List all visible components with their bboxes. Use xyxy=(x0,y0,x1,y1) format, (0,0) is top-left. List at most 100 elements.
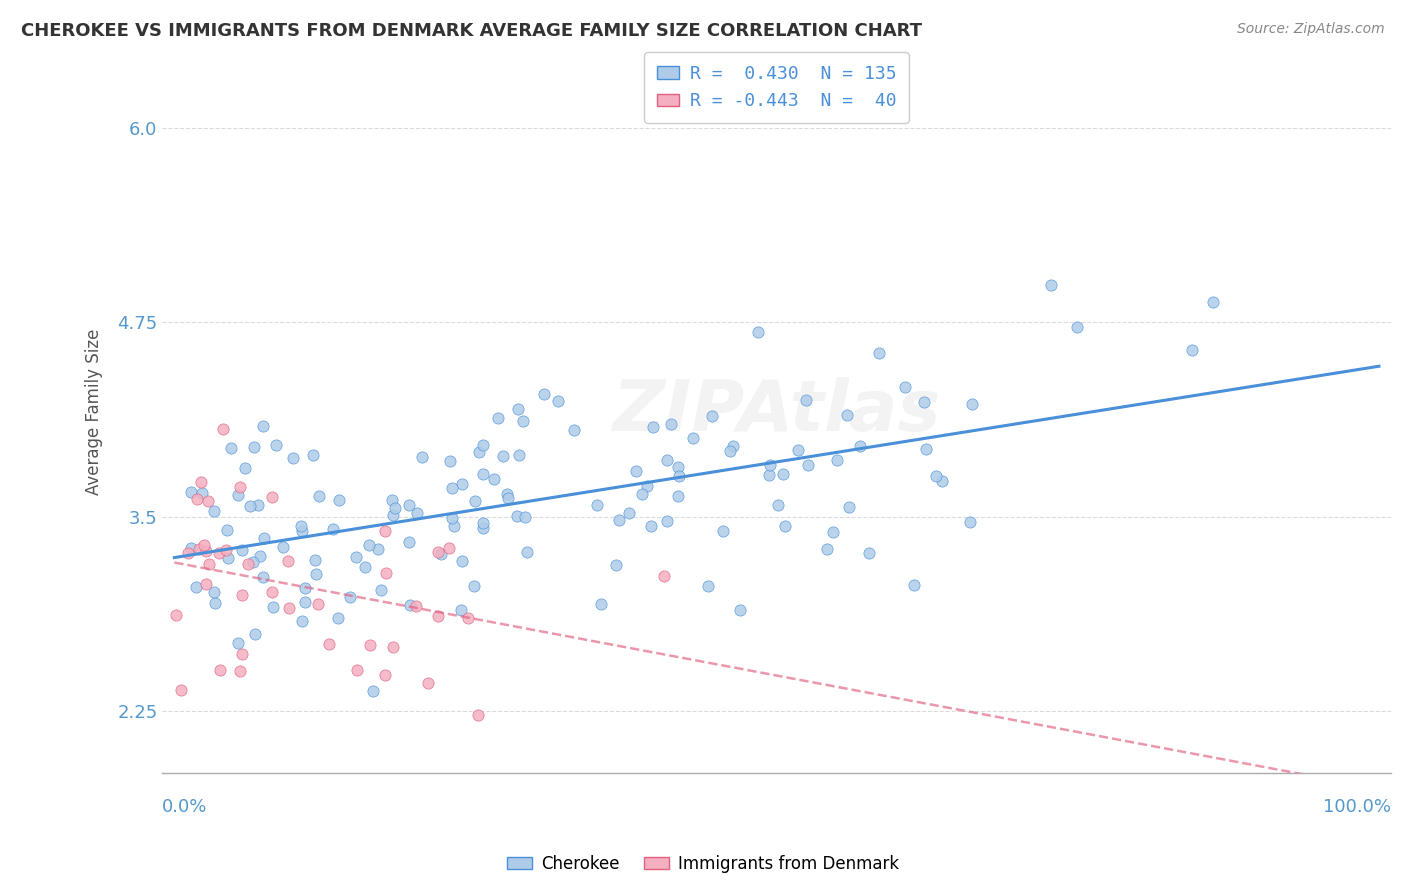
Point xyxy=(668,469,690,483)
Point xyxy=(194,543,217,558)
Point xyxy=(411,450,433,465)
Point xyxy=(208,546,231,560)
Point xyxy=(495,486,517,500)
Point xyxy=(630,487,652,501)
Point xyxy=(547,393,569,408)
Point xyxy=(188,541,211,556)
Point xyxy=(849,439,872,453)
Point xyxy=(463,579,485,593)
Point xyxy=(322,522,344,536)
Point xyxy=(318,637,340,651)
Point xyxy=(304,553,326,567)
Point xyxy=(326,611,349,625)
Point xyxy=(353,559,375,574)
Point xyxy=(766,498,789,512)
Point xyxy=(837,408,859,422)
Point xyxy=(1066,320,1088,334)
Point xyxy=(215,543,238,558)
Point xyxy=(562,423,585,437)
Point xyxy=(243,440,266,454)
Point xyxy=(450,603,472,617)
Point xyxy=(217,523,239,537)
Point xyxy=(666,460,689,475)
Point xyxy=(666,489,689,503)
Point xyxy=(384,501,406,516)
Point xyxy=(838,500,860,515)
Point xyxy=(858,546,880,560)
Point xyxy=(307,597,329,611)
Point xyxy=(512,414,534,428)
Point xyxy=(291,614,314,628)
Point xyxy=(202,585,225,599)
Point xyxy=(190,475,212,489)
Point xyxy=(772,467,794,481)
Point xyxy=(177,545,200,559)
Point xyxy=(605,558,627,572)
Point xyxy=(231,647,253,661)
Point xyxy=(451,554,474,568)
Point xyxy=(239,499,262,513)
Point xyxy=(304,566,326,581)
Point xyxy=(208,663,231,677)
Point xyxy=(659,417,682,432)
Point xyxy=(868,346,890,360)
Point xyxy=(894,380,917,394)
Point xyxy=(211,421,233,435)
Point xyxy=(308,489,330,503)
Point xyxy=(471,467,494,481)
Point xyxy=(231,542,253,557)
Point xyxy=(264,438,287,452)
Point xyxy=(243,626,266,640)
Point xyxy=(219,441,242,455)
Point xyxy=(427,544,450,558)
Point xyxy=(758,458,780,472)
Point xyxy=(467,707,489,722)
Point xyxy=(294,595,316,609)
Point xyxy=(471,438,494,452)
Point xyxy=(186,492,208,507)
Point xyxy=(226,636,249,650)
Point xyxy=(506,402,529,417)
Point xyxy=(624,464,647,478)
Point xyxy=(643,420,665,434)
Point xyxy=(516,545,538,559)
Point xyxy=(204,597,226,611)
Point xyxy=(249,549,271,563)
Point xyxy=(903,578,925,592)
Point xyxy=(229,664,252,678)
Point xyxy=(815,542,838,557)
Point xyxy=(1181,343,1204,357)
Point xyxy=(242,554,264,568)
Y-axis label: Average Family Size: Average Family Size xyxy=(86,328,103,495)
Point xyxy=(229,480,252,494)
Legend: Cherokee, Immigrants from Denmark: Cherokee, Immigrants from Denmark xyxy=(501,848,905,880)
Point xyxy=(339,591,361,605)
Point xyxy=(290,518,312,533)
Point xyxy=(1039,277,1062,292)
Point xyxy=(346,663,368,677)
Point xyxy=(165,608,187,623)
Point xyxy=(398,498,420,512)
Point xyxy=(492,450,515,464)
Point xyxy=(439,454,461,468)
Point xyxy=(468,445,491,459)
Point xyxy=(180,541,202,556)
Point xyxy=(217,551,239,566)
Point xyxy=(416,676,439,690)
Point xyxy=(193,538,215,552)
Point xyxy=(440,481,463,495)
Point xyxy=(533,386,555,401)
Point xyxy=(591,598,613,612)
Point xyxy=(197,494,219,508)
Point xyxy=(198,557,221,571)
Point xyxy=(246,498,269,512)
Point xyxy=(747,325,769,339)
Point xyxy=(406,506,429,520)
Point xyxy=(471,521,494,535)
Point xyxy=(508,449,530,463)
Point xyxy=(398,598,420,612)
Point xyxy=(375,566,398,580)
Point xyxy=(697,579,720,593)
Point xyxy=(825,453,848,467)
Point xyxy=(231,588,253,602)
